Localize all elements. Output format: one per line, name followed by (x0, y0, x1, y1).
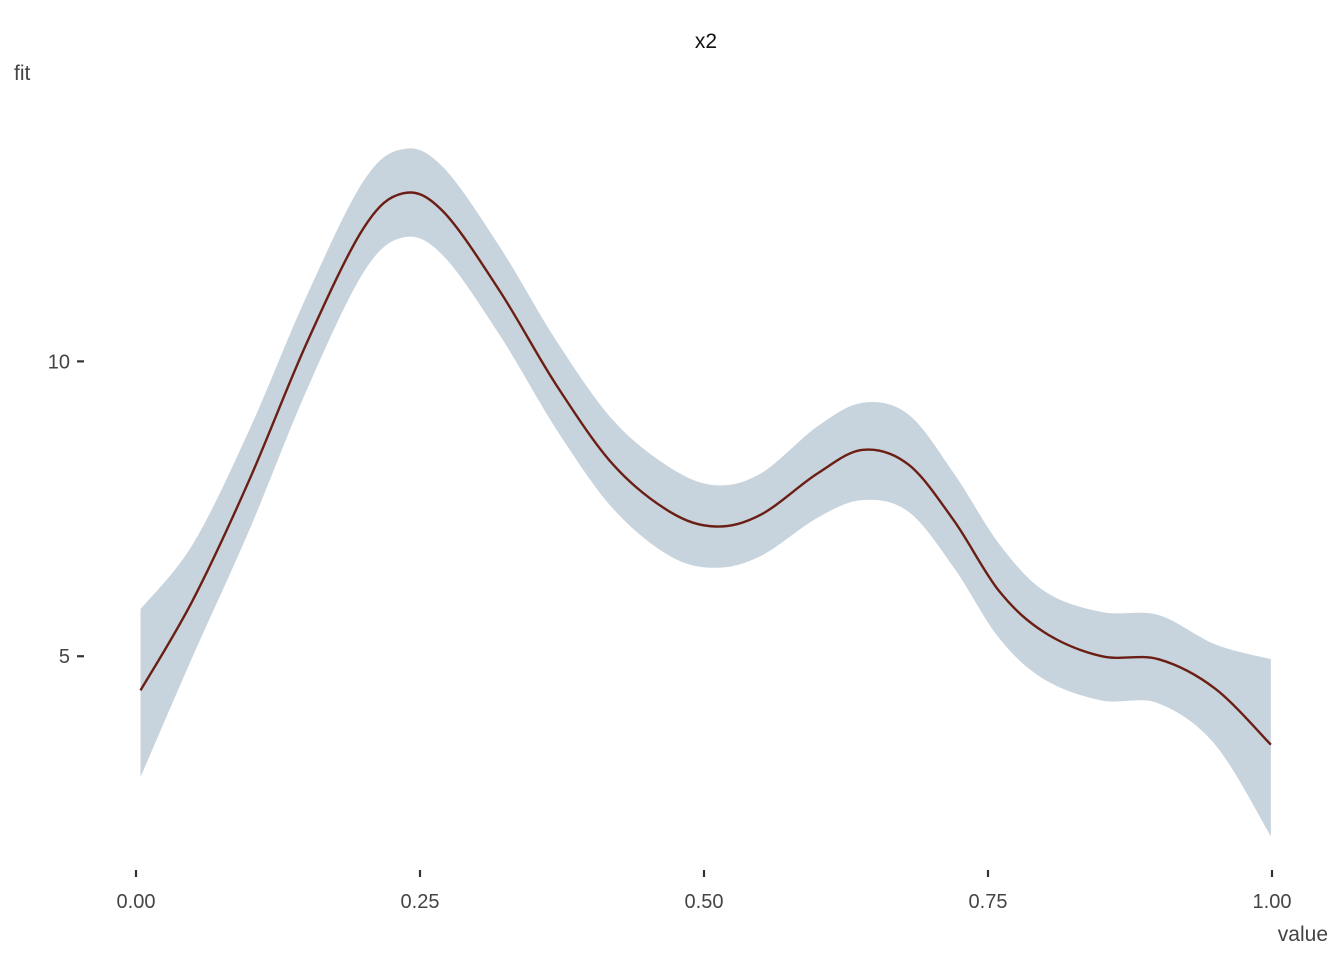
x-tick-label: 0.50 (685, 891, 724, 913)
y-axis: 5 10 (48, 351, 84, 668)
x-tick-label: 0.25 (401, 891, 440, 913)
x-tick-label: 0.75 (969, 891, 1008, 913)
x-tick-label: 0.00 (117, 891, 156, 913)
confidence-band (140, 148, 1271, 837)
x-tick-label: 1.00 (1253, 891, 1292, 913)
x-axis-title: value (1278, 923, 1328, 946)
fit-line (139, 191, 1272, 746)
chart-title: x2 (695, 30, 717, 53)
y-tick-label: 10 (48, 351, 70, 373)
x-axis: 0.00 0.25 0.50 0.75 1.00 (117, 870, 1292, 913)
y-axis-title: fit (14, 62, 31, 85)
y-tick-label: 5 (59, 646, 70, 668)
